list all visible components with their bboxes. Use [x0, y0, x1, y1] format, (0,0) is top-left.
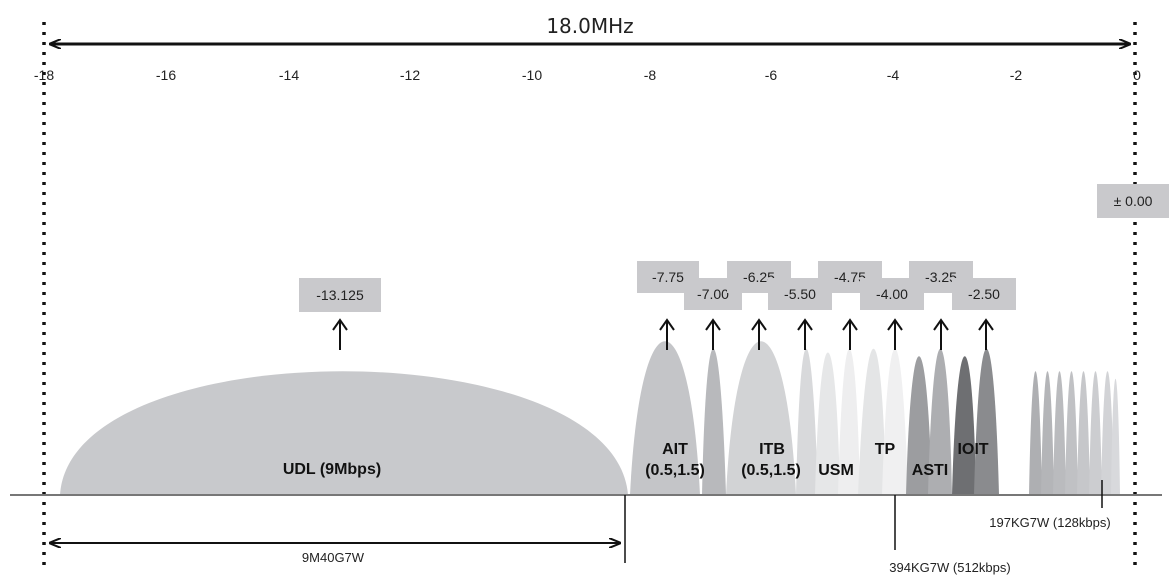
- marker-value: -6.25: [743, 269, 775, 285]
- ioit-narrow-carrier-shape: [974, 348, 999, 495]
- tick-label: -14: [279, 67, 299, 83]
- up-arrow-icon: [842, 318, 858, 350]
- marker-box-250: [952, 278, 1016, 310]
- center-arrows: [332, 318, 994, 350]
- small-carrier-shape: [1089, 371, 1102, 495]
- usm-narrow-carrier-shape: [838, 348, 860, 495]
- usm-label: USM: [818, 462, 854, 479]
- up-arrow-icon: [887, 318, 903, 350]
- small-carrier-shape: [1077, 371, 1090, 495]
- small-carrier-shape: [1053, 371, 1066, 495]
- up-arrow-icon: [659, 318, 675, 350]
- asti-narrow-carrier-shape: [928, 348, 952, 495]
- small-carrier-shape: [1041, 371, 1054, 495]
- marker-value: -3.25: [925, 269, 957, 285]
- up-arrow-icon: [797, 318, 813, 350]
- ait-narrow-carrier-shape: [702, 348, 726, 495]
- ait-params-label: (0.5,1.5): [645, 462, 705, 479]
- tick-label: 0: [1133, 67, 1141, 83]
- asti-carrier-shape: [906, 356, 932, 495]
- small-carrier-shape: [1065, 371, 1078, 495]
- marker-box-13125: [299, 278, 381, 312]
- marker-value: -2.50: [968, 286, 1000, 302]
- ait-label: AIT: [662, 441, 688, 458]
- ioit-label: IOIT: [957, 441, 988, 458]
- small-carrier-shape: [1029, 371, 1042, 495]
- asti-label: ASTI: [912, 462, 948, 479]
- marker-value: -7.00: [697, 286, 729, 302]
- total-bandwidth-title: 18.0MHz: [546, 14, 633, 38]
- tick-label: -18: [34, 67, 54, 83]
- frequency-axis: -18 -16 -14 -12 -10 -8 -6 -4 -2 0: [34, 67, 1141, 83]
- tick-label: -16: [156, 67, 176, 83]
- tick-label: -6: [765, 67, 778, 83]
- small-carrier-shape: [1101, 371, 1114, 495]
- udl-bandwidth-label: 9M40G7W: [302, 550, 365, 565]
- tick-label: -2: [1010, 67, 1023, 83]
- up-arrow-icon: [332, 318, 348, 350]
- marker-value: -4.00: [876, 286, 908, 302]
- marker-box-000: [1097, 184, 1169, 218]
- tick-label: -8: [644, 67, 657, 83]
- usm-carrier-shape: [815, 352, 840, 495]
- small-128kbps-carriers: [1029, 371, 1120, 495]
- ait-carrier-shape: [630, 341, 700, 495]
- tp-label: TP: [875, 441, 896, 458]
- udl-carrier-shape: [60, 371, 628, 495]
- itb-carrier-shape: [726, 341, 796, 495]
- tick-label: -12: [400, 67, 420, 83]
- emission-197-label: 197KG7W (128kbps): [989, 515, 1110, 530]
- tick-label: -4: [887, 67, 900, 83]
- up-arrow-icon: [933, 318, 949, 350]
- tick-label: -10: [522, 67, 542, 83]
- up-arrow-icon: [751, 318, 767, 350]
- itb-label: ITB: [759, 441, 785, 458]
- marker-value: ± 0.00: [1114, 193, 1153, 209]
- itb-params-label: (0.5,1.5): [741, 462, 801, 479]
- up-arrow-icon: [978, 318, 994, 350]
- small-carrier-shape: [1111, 378, 1120, 495]
- marker-value: -13.125: [316, 287, 364, 303]
- up-arrow-icon: [705, 318, 721, 350]
- itb-narrow-carrier-shape: [796, 348, 818, 495]
- marker-value: -4.75: [834, 269, 866, 285]
- ioit-carrier-shape: [952, 356, 976, 495]
- emission-394-label: 394KG7W (512kbps): [889, 560, 1010, 575]
- tp-narrow-carrier-shape: [882, 348, 908, 495]
- udl-label: UDL (9Mbps): [283, 461, 381, 478]
- marker-value: -7.75: [652, 269, 684, 285]
- tp-carrier-shape: [858, 348, 886, 495]
- marker-value: -5.50: [784, 286, 816, 302]
